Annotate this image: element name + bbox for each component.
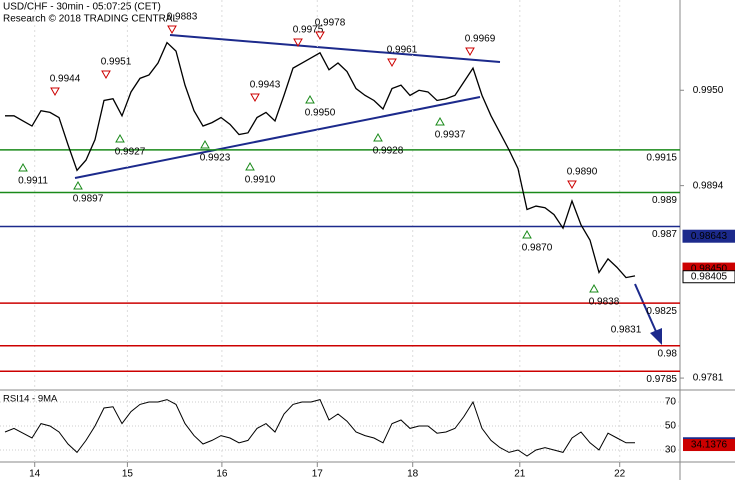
low-marker <box>522 229 532 239</box>
high-label: 0.9951 <box>101 57 132 68</box>
high-marker <box>250 93 260 103</box>
x-tick-label: 16 <box>216 469 228 480</box>
x-tick-label: 15 <box>122 469 134 480</box>
high-label: 0.9961 <box>387 45 418 56</box>
high-marker <box>465 47 475 57</box>
rsi-tick-label: 30 <box>665 445 677 456</box>
high-label: 0.9883 <box>167 12 198 23</box>
level-label: 0.9915 <box>646 153 677 164</box>
rsi-tag <box>683 439 735 452</box>
low-label: 0.9937 <box>435 130 466 141</box>
x-tick-label: 14 <box>29 469 41 480</box>
price-tag-label: 0.98405 <box>691 271 728 282</box>
low-label: 0.9950 <box>305 108 336 119</box>
high-marker <box>50 87 60 97</box>
level-label: 0.987 <box>652 229 677 240</box>
rsi-line <box>4 399 635 457</box>
rsi-tag-label: 34.1376 <box>691 440 728 451</box>
low-marker <box>115 133 125 143</box>
high-label: 0.9978 <box>315 18 346 29</box>
high-label: 0.9975 <box>293 25 324 36</box>
rsi-tick-label: 50 <box>665 421 677 432</box>
high-label: 0.9944 <box>50 74 81 85</box>
y-tick-label: 0.9894 <box>693 180 724 191</box>
rsi-label: RSI14 - 9MA <box>3 394 58 405</box>
resistance-trendline <box>169 34 501 63</box>
high-label: 0.9890 <box>567 167 598 178</box>
x-tick-label: 22 <box>614 469 626 480</box>
low-label: 0.9910 <box>245 175 276 186</box>
low-marker <box>18 162 28 172</box>
high-marker <box>293 38 303 48</box>
low-marker <box>373 132 383 142</box>
level-label: 0.9785 <box>646 374 677 385</box>
chart-title: USD/CHF - 30min - 05:07:25 (CET) <box>3 2 161 13</box>
low-marker <box>589 283 599 293</box>
low-label: 0.9911 <box>18 176 48 187</box>
low-label: 0.9927 <box>115 147 146 158</box>
y-tick-label: 0.9781 <box>693 373 724 384</box>
high-marker <box>167 25 177 35</box>
price-line <box>5 41 636 279</box>
low-marker <box>245 161 255 171</box>
level-label: 0.989 <box>652 195 677 206</box>
low-label: 0.9923 <box>200 153 231 164</box>
high-marker <box>101 70 111 80</box>
high-label: 0.9969 <box>465 34 496 45</box>
x-tick-label: 21 <box>514 469 526 480</box>
low-label: 0.9870 <box>522 243 553 254</box>
low-marker <box>200 139 210 149</box>
price-tag-label: 0.98643 <box>691 231 728 242</box>
y-tick-label: 0.9950 <box>693 85 724 96</box>
low-label: 0.9897 <box>73 194 104 205</box>
low-marker <box>73 180 83 190</box>
price-tag <box>682 229 735 243</box>
high-marker <box>315 31 325 41</box>
chart-subtitle: Research © 2018 TRADING CENTRAL <box>3 14 178 25</box>
forecast-arrowhead <box>650 328 662 345</box>
low-label: 0.9838 <box>589 297 620 308</box>
forecast-arrow <box>634 283 659 337</box>
low-marker <box>435 116 445 126</box>
high-marker <box>387 58 397 68</box>
low-label: 0.9831 <box>611 325 642 336</box>
low-label: 0.9928 <box>373 146 404 157</box>
level-label: 0.98 <box>658 348 678 359</box>
low-marker <box>305 94 315 104</box>
high-marker <box>567 180 577 190</box>
x-tick-label: 18 <box>407 469 419 480</box>
rsi-tick-label: 70 <box>665 397 677 408</box>
price-tag-label: 0.98450 <box>691 264 728 275</box>
x-tick-label: 17 <box>312 469 324 480</box>
high-label: 0.9943 <box>250 80 281 91</box>
level-label: 0.9825 <box>646 306 677 317</box>
price-tag <box>682 270 735 284</box>
